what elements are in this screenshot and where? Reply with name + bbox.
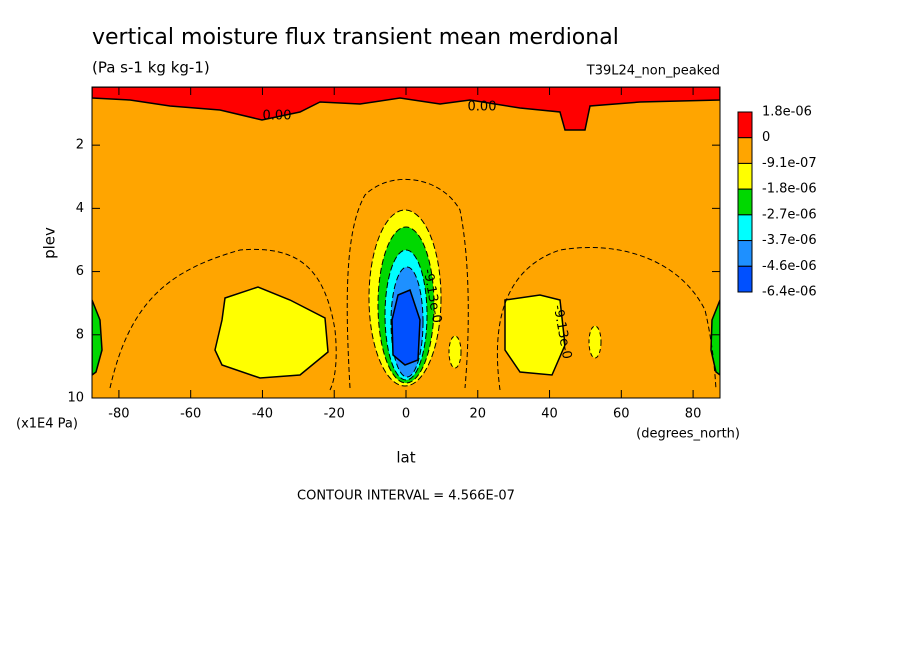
y-tick-label: 10 xyxy=(67,391,84,406)
x-tick-label: 60 xyxy=(613,407,630,422)
negative-region xyxy=(92,299,103,376)
colorbar-box xyxy=(737,137,753,164)
negative-region xyxy=(504,294,566,376)
colorbar-box xyxy=(737,265,753,293)
dataset-label: T39L24_non_peaked xyxy=(586,64,720,79)
chart-title: vertical moisture flux transient mean me… xyxy=(92,25,619,50)
y-tick-label: 8 xyxy=(76,327,84,342)
colorbar-label: -2.7e-06 xyxy=(762,207,817,222)
colorbar-box xyxy=(737,240,753,267)
colorbar-label: 1.8e-06 xyxy=(762,105,812,120)
y-axis-units: (x1E4 Pa) xyxy=(16,417,78,432)
y-tick-label: 4 xyxy=(76,201,84,216)
contour-line xyxy=(496,247,717,391)
x-tick-label: -80 xyxy=(108,407,129,422)
contour-label: 0.00 xyxy=(468,100,497,115)
colorbar-label: -4.6e-06 xyxy=(762,259,817,274)
y-tick-label: 2 xyxy=(76,138,84,153)
colorbar-box xyxy=(737,214,753,242)
y-axis-label: plev xyxy=(41,227,59,259)
colorbar-label: 0 xyxy=(762,130,770,145)
contour-field xyxy=(92,87,720,398)
positive-region xyxy=(92,87,720,131)
x-tick-label: 80 xyxy=(685,407,702,422)
negative-region xyxy=(448,335,462,369)
x-tick-label: -60 xyxy=(180,407,201,422)
colorbar-box xyxy=(737,188,753,216)
contour-line xyxy=(346,178,469,389)
colorbar-label: -6.4e-06 xyxy=(762,285,817,300)
x-tick-label: 20 xyxy=(469,407,486,422)
negative-region xyxy=(391,288,421,366)
contour-line xyxy=(109,248,337,391)
contour-label: 0.00 xyxy=(263,109,292,124)
x-tick-label: 0 xyxy=(402,407,410,422)
colorbar-label: -3.7e-06 xyxy=(762,233,817,248)
x-tick-label: 40 xyxy=(541,407,558,422)
x-tick-label: -20 xyxy=(324,407,345,422)
colorbar-box xyxy=(737,162,753,190)
chart-subtitle: (Pa s-1 kg kg-1) xyxy=(92,59,210,77)
negative-region xyxy=(588,325,602,359)
x-tick-label: -40 xyxy=(252,407,273,422)
x-axis-units: (degrees_north) xyxy=(636,427,740,442)
contour-interval: CONTOUR INTERVAL = 4.566E-07 xyxy=(297,489,515,504)
y-tick-label: 6 xyxy=(76,264,84,279)
negative-region xyxy=(214,286,329,379)
colorbar-label: -1.8e-06 xyxy=(762,182,817,197)
colorbar-label: -9.1e-07 xyxy=(762,156,817,171)
colorbar-box xyxy=(737,111,753,139)
x-axis-label: lat xyxy=(396,449,415,467)
